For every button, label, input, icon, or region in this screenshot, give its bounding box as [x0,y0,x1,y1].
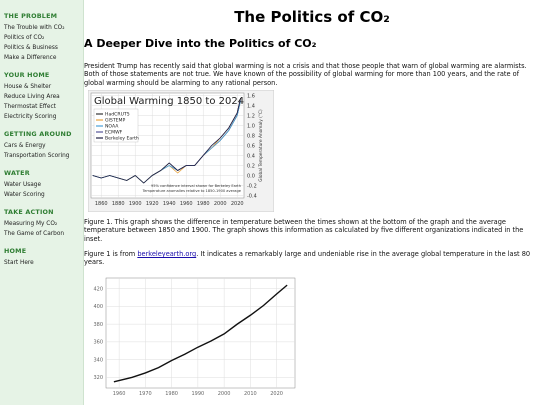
y-tick-label: -0.4 [247,193,257,199]
paragraph: President Trump has recently said that g… [84,62,527,87]
legend-label: NOAA [105,124,119,130]
co2-chart: 320 340 360 380 400 420 1960 1970 1980 1990 2000 20… [88,274,304,405]
x-tick-label: 1960 [113,391,126,397]
nav-link[interactable]: Thermostat Effect [4,104,56,110]
nav-section-title: GETTING AROUND [4,130,72,138]
x-tick-label: 2000 [214,201,227,207]
x-tick-label: 1940 [163,201,176,207]
annotation: 95% confidence interval shown for Berkel… [151,184,241,188]
nav-section: TAKE ACTION Measuring My CO₂ The Game of C… [4,208,83,239]
page-title: The Politics of CO₂ [234,8,390,26]
paragraph: Figure 1 is from berkeleyearth.org. It i… [84,250,536,267]
nav-link[interactable]: Politics & Business [4,45,58,51]
y-tick-label: 0.0 [247,173,255,179]
legend-label: HadCRUT5 [105,112,130,118]
nav-section: GETTING AROUND Cars & Energy Transportatio… [4,130,83,161]
y-tick-label: 0.8 [247,133,255,139]
x-tick-label: 1980 [165,391,178,397]
y-tick-label: 420 [93,286,103,292]
nav-link[interactable]: Politics of CO₂ [4,35,45,41]
x-tick-label: 1920 [146,201,159,207]
nav-section-title: THE PROBLEM [4,12,58,20]
y-tick-label: 360 [93,340,103,346]
x-tick-label: 2010 [244,391,257,397]
nav-link[interactable]: House & Shelter [4,84,52,90]
y-tick-label: 0.2 [247,163,255,169]
nav-link[interactable]: Transportation Scoring [4,153,70,159]
text: Figure 1 is from [84,250,138,258]
nav-section-title: YOUR HOME [4,71,50,79]
legend-label: Berkeley Earth [105,136,139,142]
legend-label: GISTEMP [105,118,126,124]
nav-link[interactable]: Make a Difference [4,55,57,61]
y-tick-label: 320 [93,375,103,381]
y-tick-label: 380 [93,322,103,328]
main-content: The Politics of CO₂ A Deeper Dive into t… [84,0,540,405]
nav-section: HOME Start Here [4,247,83,268]
link[interactable]: berkeleyearth.org [137,250,197,258]
y-tick-label: 1.0 [247,123,255,129]
x-tick-label: 1990 [192,391,205,397]
nav-section-title: HOME [4,247,27,255]
y-axis-label: Global Temperature Anomaly (°C) [258,109,264,182]
x-tick-label: 1860 [95,201,108,207]
data-line [92,97,241,184]
section-heading: A Deeper Dive into the Politics of CO₂ [84,37,317,50]
y-tick-label: 0.4 [247,153,255,159]
y-tick-label: 1.4 [247,103,255,109]
y-tick-label: 0.6 [247,143,255,149]
x-tick-label: 2020 [270,391,283,397]
y-tick-label: -0.2 [247,183,257,189]
y-tick-label: 1.6 [247,93,255,99]
temperature-chart: -0.4 -0.2 0.0 0.2 0.4 0.6 0.8 1.0 1.2 1.4 1.6 1860 1… [88,90,274,212]
data-line [113,284,288,383]
y-tick-label: 1.2 [247,113,255,119]
nav-link[interactable]: Water Usage [4,182,42,188]
x-tick-label: 1960 [180,201,193,207]
figure-caption: Figure 1. This graph shows the differenc… [84,218,524,243]
legend-label: ECMWF [105,130,123,136]
x-tick-label: 1900 [129,201,142,207]
sidebar: THE PROBLEM The Trouble with CO₂ Politics … [0,0,84,405]
x-tick-label: 1970 [139,391,152,397]
nav-link[interactable]: Cars & Energy [4,143,46,149]
nav-section-title: WATER [4,169,30,177]
x-tick-label: 1880 [112,201,125,207]
nav-link[interactable]: Electricity Scoring [4,114,57,120]
x-tick-label: 1980 [197,201,210,207]
y-tick-label: 400 [93,304,103,310]
nav-link[interactable]: Measuring My CO₂ [4,221,58,227]
nav-section: WATER Water Usage Water Scoring [4,169,83,200]
annotation: Temperature anomalies relative to 1850-1… [142,189,242,193]
y-tick-label: 340 [93,357,103,363]
x-tick-label: 2000 [218,391,231,397]
nav-link[interactable]: The Game of Carbon [4,231,65,237]
nav-section: YOUR HOME House & Shelter Reduce Living Ar… [4,71,83,122]
text: . It indicates a remarkably large and un… [84,250,531,267]
plot-area [105,277,296,389]
nav-link[interactable]: Water Scoring [4,192,45,198]
nav-link[interactable]: Reduce Living Area [4,94,60,100]
x-tick-label: 2020 [231,201,244,207]
chart-title: Global Warming 1850 to 2024 [94,96,244,107]
nav-section-title: TAKE ACTION [4,208,54,216]
nav-link[interactable]: The Trouble with CO₂ [4,25,65,31]
nav-link[interactable]: Start Here [4,260,34,266]
nav-section: THE PROBLEM The Trouble with CO₂ Politics … [4,12,83,63]
